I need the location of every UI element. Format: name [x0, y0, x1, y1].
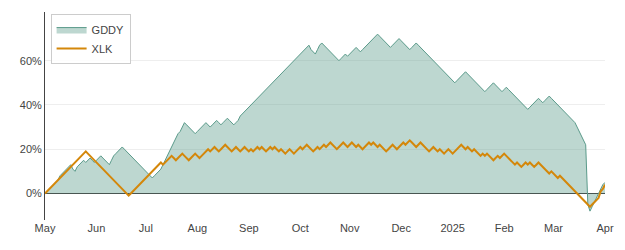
svg-text:Feb: Feb: [495, 222, 514, 234]
svg-text:2025: 2025: [440, 222, 464, 234]
svg-text:GDDY: GDDY: [92, 24, 124, 36]
svg-text:0%: 0%: [26, 187, 42, 199]
svg-text:Sep: Sep: [239, 222, 259, 234]
svg-text:Mar: Mar: [544, 222, 563, 234]
svg-text:Aug: Aug: [188, 222, 208, 234]
svg-text:Nov: Nov: [340, 222, 360, 234]
svg-text:Jul: Jul: [139, 222, 153, 234]
svg-text:May: May: [35, 222, 56, 234]
svg-text:Dec: Dec: [391, 222, 411, 234]
svg-text:Jun: Jun: [88, 222, 106, 234]
svg-text:60%: 60%: [20, 55, 42, 67]
svg-text:Oct: Oct: [292, 222, 309, 234]
svg-text:40%: 40%: [20, 99, 42, 111]
svg-text:Apr: Apr: [596, 222, 613, 234]
svg-text:XLK: XLK: [92, 43, 113, 55]
svg-text:20%: 20%: [20, 143, 42, 155]
